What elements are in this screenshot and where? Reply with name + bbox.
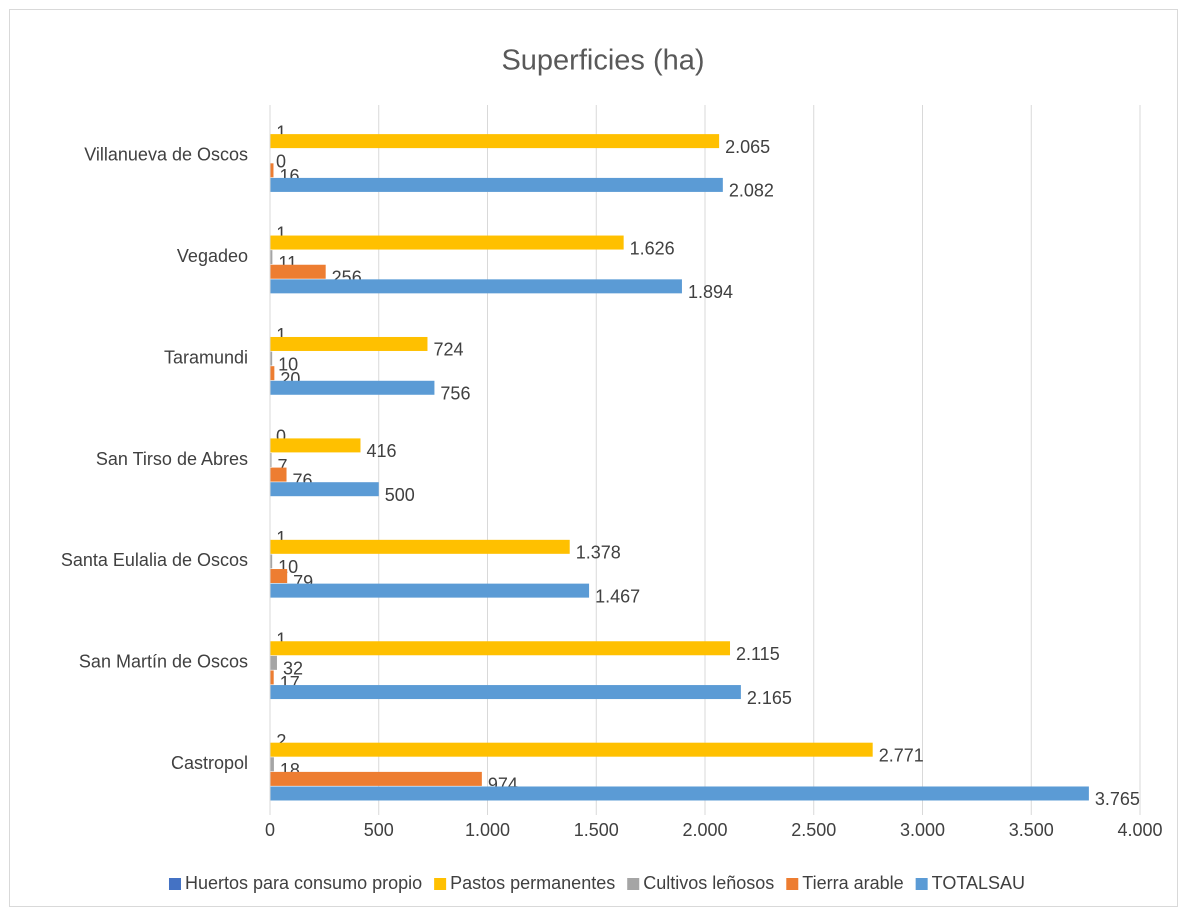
data-label: 2.165	[747, 688, 792, 708]
data-label: 756	[440, 384, 470, 404]
bar	[270, 584, 589, 598]
legend-label: Tierra arable	[802, 873, 903, 893]
bar	[270, 236, 624, 250]
bar	[270, 656, 277, 670]
bar	[270, 482, 379, 496]
data-label: 3.765	[1095, 789, 1140, 809]
data-label: 2.082	[729, 181, 774, 201]
y-tick-label: Castropol	[171, 753, 248, 773]
legend-swatch	[627, 878, 639, 890]
data-label: 724	[433, 340, 463, 360]
bar	[270, 279, 682, 293]
x-tick-label: 500	[364, 820, 394, 840]
legend-swatch	[916, 878, 928, 890]
data-label: 416	[366, 441, 396, 461]
x-tick-label: 4.000	[1117, 820, 1162, 840]
x-tick-label: 2.000	[682, 820, 727, 840]
data-label: 2.115	[736, 644, 780, 664]
chart-title: Superficies (ha)	[501, 45, 704, 77]
bar	[270, 337, 427, 351]
bar	[270, 772, 482, 786]
bar	[270, 366, 274, 380]
legend-swatch	[434, 878, 446, 890]
data-label: 500	[385, 485, 415, 505]
bar	[270, 163, 273, 177]
bar	[270, 381, 434, 395]
x-tick-label: 0	[265, 820, 275, 840]
legend-label: Pastos permanentes	[450, 873, 615, 893]
y-tick-label: San Martín de Oscos	[79, 652, 248, 672]
y-tick-label: Taramundi	[164, 347, 248, 367]
bar	[270, 786, 1089, 800]
bar	[270, 743, 873, 757]
legend-swatch	[786, 878, 798, 890]
bar	[270, 540, 570, 554]
y-tick-label: San Tirso de Abres	[96, 449, 248, 469]
legend-label: Huertos para consumo propio	[185, 873, 422, 893]
data-label: 2.065	[725, 137, 770, 157]
legend-label: TOTALSAU	[932, 873, 1025, 893]
bar	[270, 134, 719, 148]
bar	[270, 438, 360, 452]
bar	[270, 685, 741, 699]
y-tick-label: Santa Eulalia de Oscos	[61, 550, 248, 570]
bar	[270, 569, 287, 583]
bar	[270, 178, 723, 192]
x-tick-label: 3.500	[1009, 820, 1054, 840]
data-label: 1.626	[630, 238, 675, 258]
legend-label: Cultivos leñosos	[643, 873, 774, 893]
bar	[270, 641, 730, 655]
bar	[270, 265, 326, 279]
data-label: 1.378	[576, 543, 621, 563]
bar	[270, 670, 274, 684]
legend-swatch	[169, 878, 181, 890]
y-tick-label: Vegadeo	[177, 246, 248, 266]
x-tick-label: 2.500	[791, 820, 836, 840]
data-label: 1.894	[688, 282, 733, 302]
bar	[270, 757, 274, 771]
x-tick-label: 3.000	[900, 820, 945, 840]
data-label: 1.467	[595, 586, 640, 606]
data-label: 2.771	[879, 745, 924, 765]
x-tick-label: 1.500	[574, 820, 619, 840]
bar	[270, 468, 287, 482]
y-tick-label: Villanueva de Oscos	[84, 144, 248, 164]
x-tick-label: 1.000	[465, 820, 510, 840]
